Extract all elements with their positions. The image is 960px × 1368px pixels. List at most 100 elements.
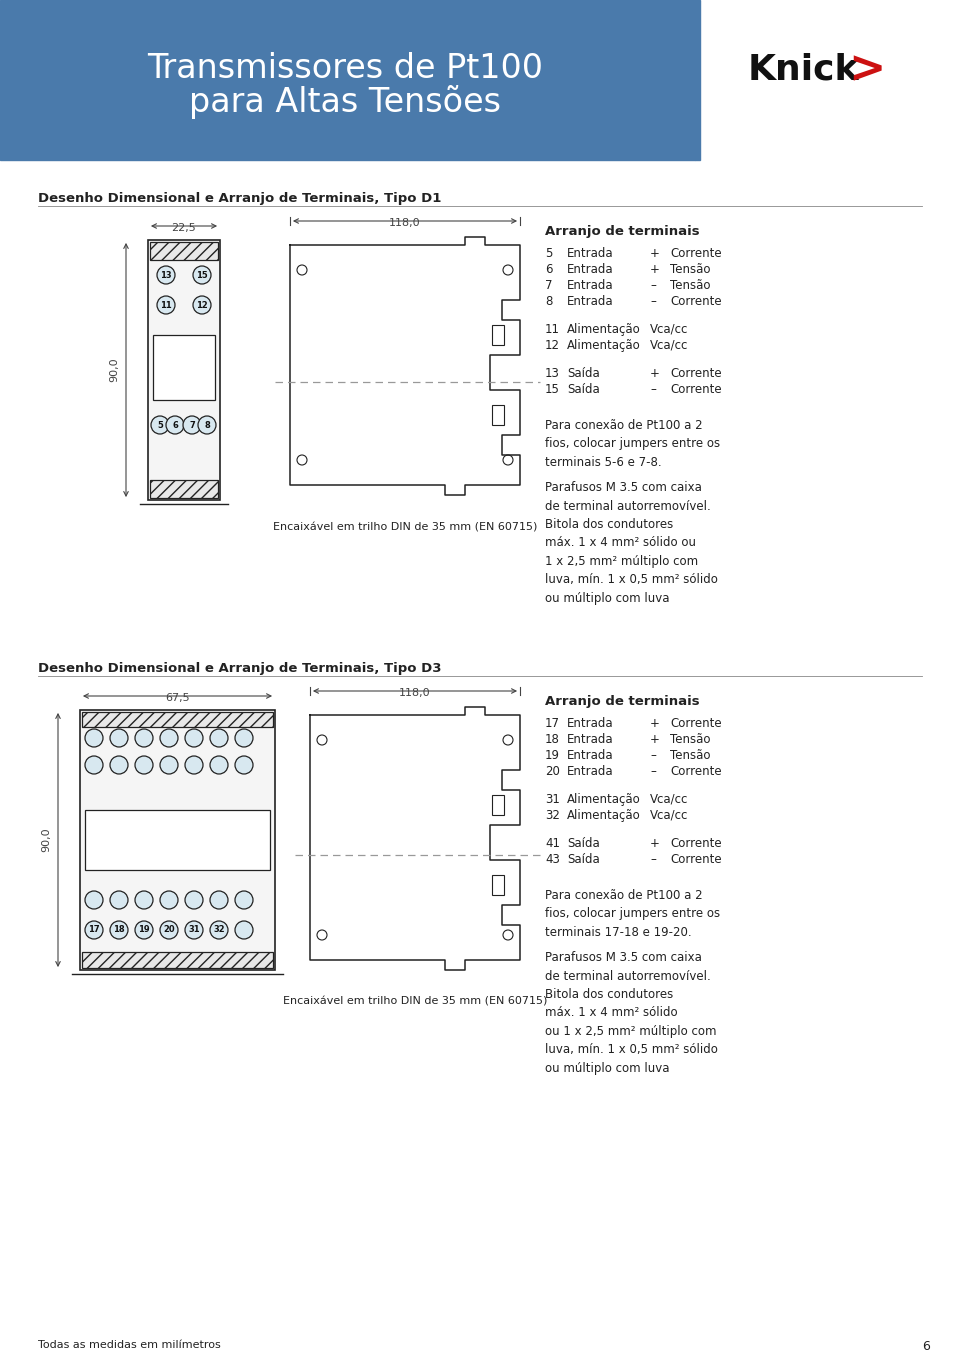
Text: 12: 12 — [196, 301, 208, 309]
Text: 118,0: 118,0 — [399, 688, 431, 698]
Text: Transmissores de Pt100: Transmissores de Pt100 — [147, 52, 543, 85]
Bar — [82, 952, 273, 969]
Text: Todas as medidas em milímetros: Todas as medidas em milímetros — [38, 1341, 221, 1350]
Circle shape — [183, 416, 201, 434]
Circle shape — [210, 921, 228, 938]
Text: Alimentação: Alimentação — [567, 323, 640, 337]
Circle shape — [135, 921, 153, 938]
Text: 18: 18 — [113, 926, 125, 934]
Circle shape — [85, 729, 103, 747]
Text: Vca/cc: Vca/cc — [650, 808, 688, 822]
Text: Saída: Saída — [567, 837, 600, 850]
Text: Tensão: Tensão — [670, 750, 710, 762]
Bar — [80, 710, 275, 970]
Text: 7: 7 — [189, 420, 195, 430]
Text: Desenho Dimensional e Arranjo de Terminais, Tipo D1: Desenho Dimensional e Arranjo de Termina… — [38, 192, 442, 205]
Text: 32: 32 — [213, 926, 225, 934]
Circle shape — [135, 729, 153, 747]
Circle shape — [185, 729, 203, 747]
Text: 90,0: 90,0 — [109, 357, 119, 382]
Text: 8: 8 — [204, 420, 210, 430]
Text: Corrente: Corrente — [670, 248, 722, 260]
Circle shape — [193, 265, 211, 285]
Text: Corrente: Corrente — [670, 837, 722, 850]
Text: 11: 11 — [545, 323, 560, 337]
Text: Entrada: Entrada — [567, 295, 613, 308]
Text: Para conexão de Pt100 a 2
fios, colocar jumpers entre os
terminais 5-6 e 7-8.: Para conexão de Pt100 a 2 fios, colocar … — [545, 419, 720, 469]
Text: –: – — [650, 765, 656, 778]
Text: 67,5: 67,5 — [165, 694, 190, 703]
Bar — [492, 405, 504, 425]
Text: 20: 20 — [545, 765, 560, 778]
Circle shape — [185, 757, 203, 774]
Text: 5: 5 — [545, 248, 552, 260]
Text: 19: 19 — [545, 750, 560, 762]
Circle shape — [210, 891, 228, 908]
Text: Tensão: Tensão — [670, 733, 710, 746]
Circle shape — [110, 729, 128, 747]
Text: Alimentação: Alimentação — [567, 808, 640, 822]
Text: 6: 6 — [172, 420, 178, 430]
Circle shape — [193, 295, 211, 315]
Text: Entrada: Entrada — [567, 750, 613, 762]
Circle shape — [235, 729, 253, 747]
Text: Entrada: Entrada — [567, 733, 613, 746]
Text: Vca/cc: Vca/cc — [650, 339, 688, 352]
Text: Corrente: Corrente — [670, 854, 722, 866]
Text: –: – — [650, 279, 656, 291]
Circle shape — [185, 921, 203, 938]
Circle shape — [160, 757, 178, 774]
Text: +: + — [650, 717, 660, 731]
Text: para Altas Tensões: para Altas Tensões — [189, 85, 501, 119]
Bar — [695, 0, 700, 160]
Text: 118,0: 118,0 — [389, 218, 420, 228]
Circle shape — [160, 729, 178, 747]
Text: Corrente: Corrente — [670, 717, 722, 731]
Bar — [150, 242, 218, 260]
Text: Alimentação: Alimentação — [567, 339, 640, 352]
Text: 8: 8 — [545, 295, 552, 308]
Text: 31: 31 — [188, 926, 200, 934]
Text: 31: 31 — [545, 793, 560, 806]
Text: 22,5: 22,5 — [172, 223, 197, 233]
Text: –: – — [650, 750, 656, 762]
Bar — [82, 711, 273, 726]
Text: Entrada: Entrada — [567, 248, 613, 260]
Circle shape — [185, 891, 203, 908]
Text: Tensão: Tensão — [670, 279, 710, 291]
Circle shape — [135, 757, 153, 774]
Circle shape — [151, 416, 169, 434]
Text: >: > — [848, 48, 885, 92]
Circle shape — [210, 729, 228, 747]
Bar — [85, 810, 270, 870]
Text: Tensão: Tensão — [670, 263, 710, 276]
Circle shape — [198, 416, 216, 434]
Text: Alimentação: Alimentação — [567, 793, 640, 806]
Text: Corrente: Corrente — [670, 295, 722, 308]
Bar — [492, 795, 504, 815]
Text: Parafusos M 3.5 com caixa
de terminal autorremovível.
Bitola dos condutores
máx.: Parafusos M 3.5 com caixa de terminal au… — [545, 482, 718, 605]
Text: 12: 12 — [545, 339, 560, 352]
Text: 7: 7 — [545, 279, 553, 291]
Bar — [492, 876, 504, 895]
Text: +: + — [650, 837, 660, 850]
Bar — [0, 0, 695, 160]
Bar — [492, 326, 504, 345]
Text: 18: 18 — [545, 733, 560, 746]
Circle shape — [160, 921, 178, 938]
Text: –: – — [650, 295, 656, 308]
Text: Corrente: Corrente — [670, 367, 722, 380]
Text: Saída: Saída — [567, 854, 600, 866]
Text: 15: 15 — [196, 271, 208, 279]
Circle shape — [135, 891, 153, 908]
Circle shape — [210, 757, 228, 774]
Text: 20: 20 — [163, 926, 175, 934]
Text: –: – — [650, 854, 656, 866]
Text: 11: 11 — [160, 301, 172, 309]
Circle shape — [110, 891, 128, 908]
Circle shape — [166, 416, 184, 434]
Text: 6: 6 — [923, 1341, 930, 1353]
Text: Entrada: Entrada — [567, 717, 613, 731]
Text: 15: 15 — [545, 383, 560, 395]
Text: 5: 5 — [157, 420, 163, 430]
